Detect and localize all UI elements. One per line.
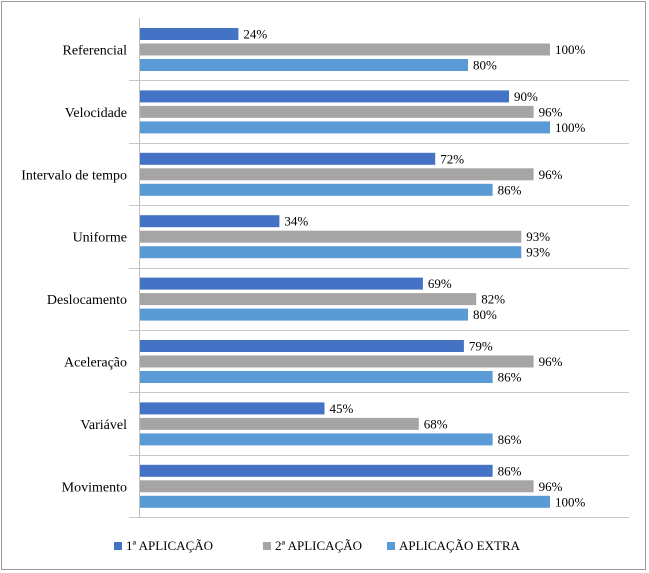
legend-label-2-aplicacao: 2ª APLICAÇÃO <box>275 538 362 553</box>
legend-label-1-aplicacao: 1ª APLICAÇÃO <box>126 538 213 553</box>
data-label-aplicacao-extra-referencial: 80% <box>473 58 497 73</box>
bar-aplicacao-extra-uniforme <box>140 246 522 259</box>
data-label-1-aplicacao-referencial: 24% <box>243 27 267 42</box>
bar-1-aplicacao-movimento <box>140 464 493 477</box>
bar-2-aplicacao-velocidade <box>140 105 534 118</box>
legend-swatch-aplicacao-extra <box>387 542 395 550</box>
data-label-1-aplicacao-intervalo-de-tempo: 72% <box>440 151 464 166</box>
bar-aplicacao-extra-velocidade <box>140 121 550 134</box>
data-label-1-aplicacao-movimento: 86% <box>498 463 522 478</box>
bar-2-aplicacao-intervalo-de-tempo <box>140 168 534 181</box>
bar-1-aplicacao-variavel <box>140 402 325 415</box>
bar-aplicacao-extra-deslocamento <box>140 308 468 321</box>
data-label-2-aplicacao-deslocamento: 82% <box>481 292 505 307</box>
bar-1-aplicacao-aceleracao <box>140 340 464 352</box>
bar-2-aplicacao-movimento <box>140 480 534 493</box>
legend-swatch-1-aplicacao <box>114 542 122 550</box>
data-label-aplicacao-extra-intervalo-de-tempo: 86% <box>498 182 522 197</box>
category-label-variavel: Variável <box>80 418 127 433</box>
data-label-1-aplicacao-uniforme: 34% <box>284 214 308 229</box>
data-label-aplicacao-extra-uniforme: 93% <box>526 245 550 260</box>
bar-1-aplicacao-intervalo-de-tempo <box>140 152 436 165</box>
data-label-aplicacao-extra-variavel: 86% <box>498 432 522 447</box>
category-label-deslocamento: Deslocamento <box>47 293 127 308</box>
bar-1-aplicacao-uniforme <box>140 215 280 228</box>
bar-aplicacao-extra-referencial <box>140 59 468 71</box>
bar-2-aplicacao-uniforme <box>140 230 522 243</box>
data-label-1-aplicacao-velocidade: 90% <box>514 89 538 104</box>
bar-2-aplicacao-variavel <box>140 417 419 430</box>
bar-aplicacao-extra-variavel <box>140 433 493 446</box>
data-label-2-aplicacao-aceleracao: 96% <box>539 354 563 369</box>
category-label-referencial: Referencial <box>62 44 127 59</box>
data-label-2-aplicacao-movimento: 96% <box>539 479 563 494</box>
data-label-2-aplicacao-intervalo-de-tempo: 96% <box>539 167 563 182</box>
data-label-2-aplicacao-velocidade: 96% <box>539 104 563 119</box>
data-label-aplicacao-extra-velocidade: 100% <box>555 120 586 135</box>
bar-aplicacao-extra-aceleracao <box>140 371 493 383</box>
bar-2-aplicacao-deslocamento <box>140 293 477 306</box>
category-label-velocidade: Velocidade <box>65 106 127 121</box>
category-label-uniforme: Uniforme <box>73 231 127 246</box>
category-label-movimento: Movimento <box>62 480 127 495</box>
data-label-aplicacao-extra-deslocamento: 80% <box>473 307 497 322</box>
bar-aplicacao-extra-movimento <box>140 495 550 508</box>
data-label-aplicacao-extra-movimento: 100% <box>555 494 586 509</box>
bar-aplicacao-extra-intervalo-de-tempo <box>140 183 493 196</box>
data-label-2-aplicacao-variavel: 68% <box>424 416 448 431</box>
data-label-1-aplicacao-deslocamento: 69% <box>428 276 452 291</box>
bar-2-aplicacao-aceleracao <box>140 355 534 368</box>
data-label-2-aplicacao-uniforme: 93% <box>526 229 550 244</box>
bar-1-aplicacao-referencial <box>140 28 239 40</box>
bar-1-aplicacao-velocidade <box>140 90 509 103</box>
data-label-1-aplicacao-aceleracao: 79% <box>469 339 493 354</box>
category-label-aceleracao: Aceleração <box>64 356 127 371</box>
data-label-aplicacao-extra-aceleracao: 86% <box>498 370 522 385</box>
category-label-intervalo-de-tempo: Intervalo de tempo <box>21 168 127 183</box>
legend-swatch-2-aplicacao <box>263 542 271 550</box>
data-label-1-aplicacao-variavel: 45% <box>330 401 354 416</box>
bar-1-aplicacao-deslocamento <box>140 277 423 290</box>
bar-2-aplicacao-referencial <box>140 43 550 56</box>
legend-label-aplicacao-extra: APLICAÇÃO EXTRA <box>399 538 521 553</box>
data-label-2-aplicacao-referencial: 100% <box>555 42 586 57</box>
